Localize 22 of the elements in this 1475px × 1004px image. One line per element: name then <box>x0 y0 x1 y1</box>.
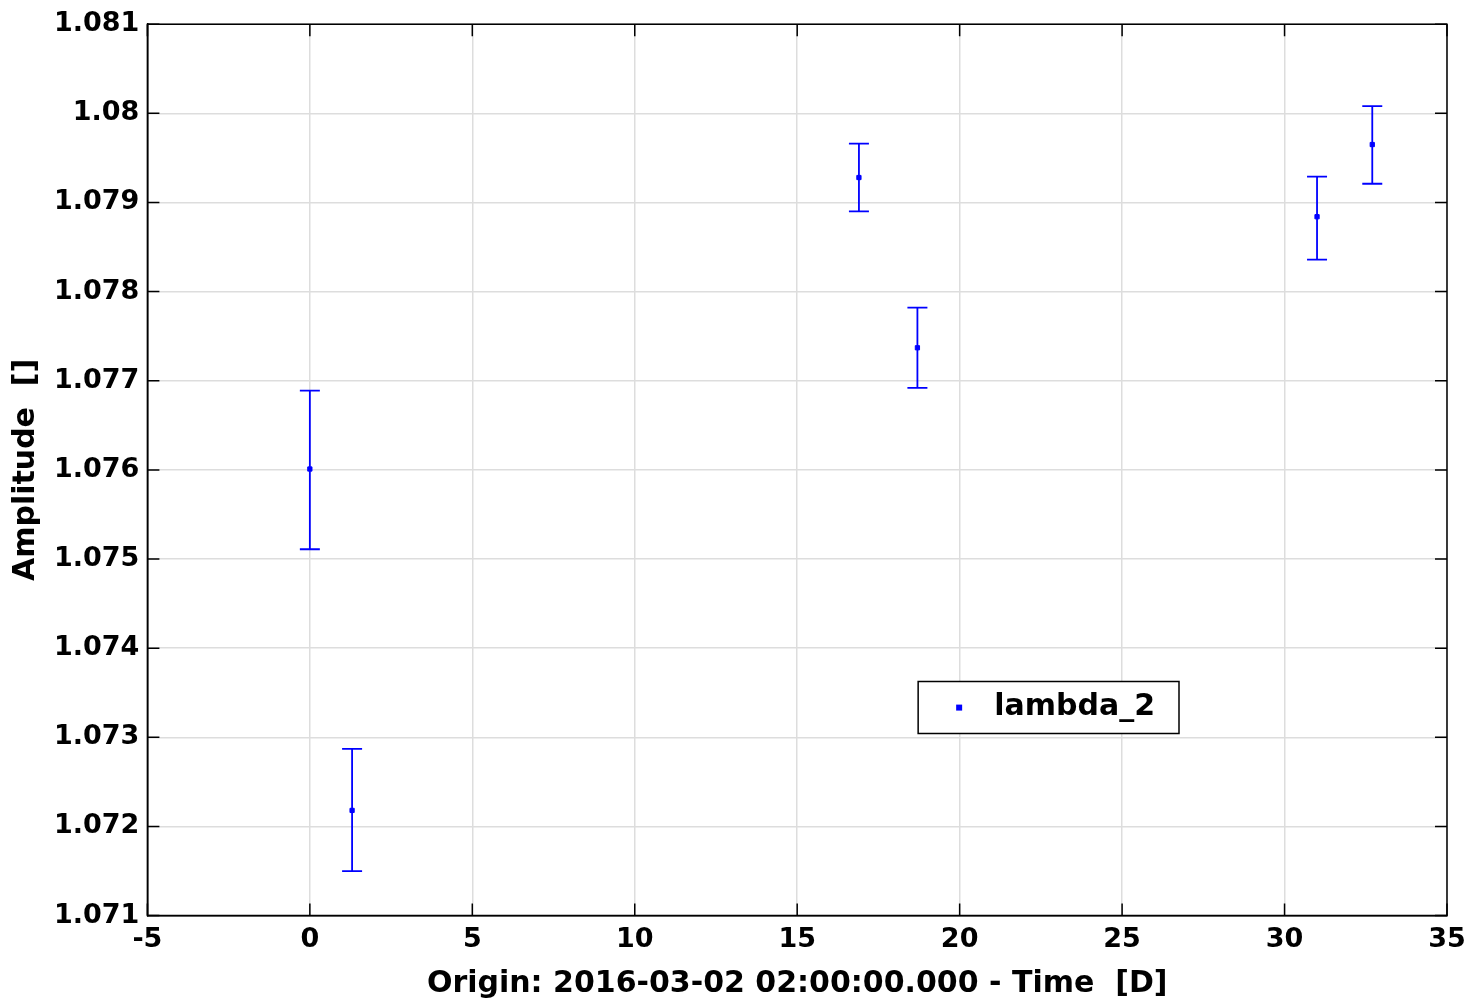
x-tick-label: 5 <box>462 921 482 953</box>
y-tick-label: 1.072 <box>54 808 140 840</box>
y-tick-label: 1.075 <box>54 541 140 573</box>
x-tick-label: 35 <box>1428 921 1466 953</box>
y-tick-label: 1.08 <box>72 95 140 127</box>
y-axis-title: Amplitude [] <box>5 358 41 582</box>
y-tick-label: 1.079 <box>54 184 140 216</box>
y-tick-label: 1.078 <box>54 273 140 305</box>
x-tick-label: 10 <box>615 921 654 953</box>
x-tick-label: 30 <box>1265 921 1304 953</box>
y-tick-label: 1.077 <box>54 362 140 394</box>
y-tick-label: 1.071 <box>54 897 140 929</box>
legend-label: lambda_2 <box>994 687 1155 723</box>
x-tick-label: 20 <box>940 921 979 953</box>
y-tick-label: 1.074 <box>54 630 140 662</box>
x-tick-label: 25 <box>1103 921 1141 953</box>
x-tick-label: 15 <box>778 921 816 953</box>
y-tick-label: 1.081 <box>54 6 140 38</box>
x-axis-title: Origin: 2016-03-02 02:00:00.000 - Time [D] <box>426 963 1168 999</box>
y-tick-label: 1.073 <box>54 719 140 751</box>
y-tick-label: 1.076 <box>54 451 140 483</box>
x-tick-label: 0 <box>300 921 320 953</box>
